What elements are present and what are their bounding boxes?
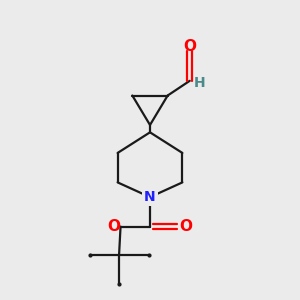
Text: O: O <box>183 39 196 54</box>
Text: O: O <box>179 219 192 234</box>
Text: O: O <box>108 219 121 234</box>
Text: N: N <box>144 190 156 204</box>
Text: H: H <box>194 76 206 90</box>
